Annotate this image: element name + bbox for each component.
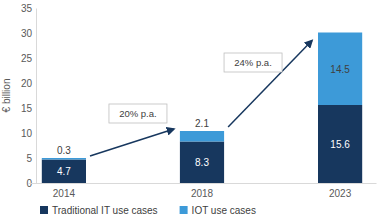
bar-segment	[318, 105, 362, 183]
y-tick: 30	[21, 28, 36, 39]
data-label: 4.7	[57, 166, 71, 177]
legend-label: IOT use cases	[192, 205, 256, 216]
x-tick: 2023	[329, 183, 352, 199]
x-axis: 2014 2018 2023	[29, 183, 377, 199]
y-tick-label: 35	[21, 3, 33, 14]
bar-segment	[318, 33, 362, 106]
y-tick-label: 10	[21, 128, 33, 139]
data-label: 0.3	[57, 145, 71, 156]
y-tick-label: 30	[21, 28, 33, 39]
data-labels: 4.7 8.3 15.6 0.3 2.1 14.5	[57, 64, 350, 178]
legend-item: Traditional IT use cases	[40, 205, 158, 216]
x-tick: 2014	[53, 183, 76, 199]
bar-segment	[42, 158, 86, 160]
y-tick: 5	[26, 153, 36, 164]
annotation-box	[109, 104, 167, 123]
y-tick-label: 15	[21, 103, 33, 114]
y-axis-title: € billion	[1, 79, 12, 113]
bar-segment	[42, 160, 86, 184]
x-tick-label: 2018	[191, 188, 214, 199]
y-tick: 20	[21, 78, 36, 89]
y-tick-label: 25	[21, 53, 33, 64]
legend: Traditional IT use cases IOT use cases	[40, 205, 256, 216]
y-tick: 35	[21, 3, 36, 14]
x-axis-line	[29, 183, 377, 184]
data-label: 2.1	[195, 118, 209, 129]
y-axis-line	[36, 9, 37, 184]
chart: 05101520253035€ billion2014201820234.78.…	[0, 0, 390, 223]
y-tick: 25	[21, 53, 36, 64]
y-tick: 10	[21, 128, 36, 139]
y-tick-label: 20	[21, 78, 33, 89]
growth-arrow	[90, 129, 174, 156]
y-tick: 15	[21, 103, 36, 114]
y-tick-label: 5	[26, 153, 32, 164]
annotation-text: 24% p.a.	[234, 57, 272, 68]
legend-label: Traditional IT use cases	[52, 205, 158, 216]
x-tick-label: 2023	[329, 188, 352, 199]
data-label: 14.5	[330, 64, 350, 75]
bar-segment	[180, 142, 224, 184]
annotations: 20% p.a. 24% p.a.	[90, 41, 312, 157]
x-tick-label: 2014	[53, 188, 76, 199]
legend-item: IOT use cases	[180, 205, 256, 216]
x-tick: 2018	[191, 183, 214, 199]
legend-swatch	[40, 206, 48, 214]
annotation-box	[224, 53, 282, 72]
data-label: 8.3	[195, 157, 209, 168]
legend-swatch	[180, 206, 188, 214]
data-label: 15.6	[330, 139, 350, 150]
bar-segment	[180, 131, 224, 142]
annotation-text: 20% p.a.	[119, 108, 157, 119]
y-axis: 05101520253035	[21, 3, 37, 189]
bars	[42, 33, 362, 184]
